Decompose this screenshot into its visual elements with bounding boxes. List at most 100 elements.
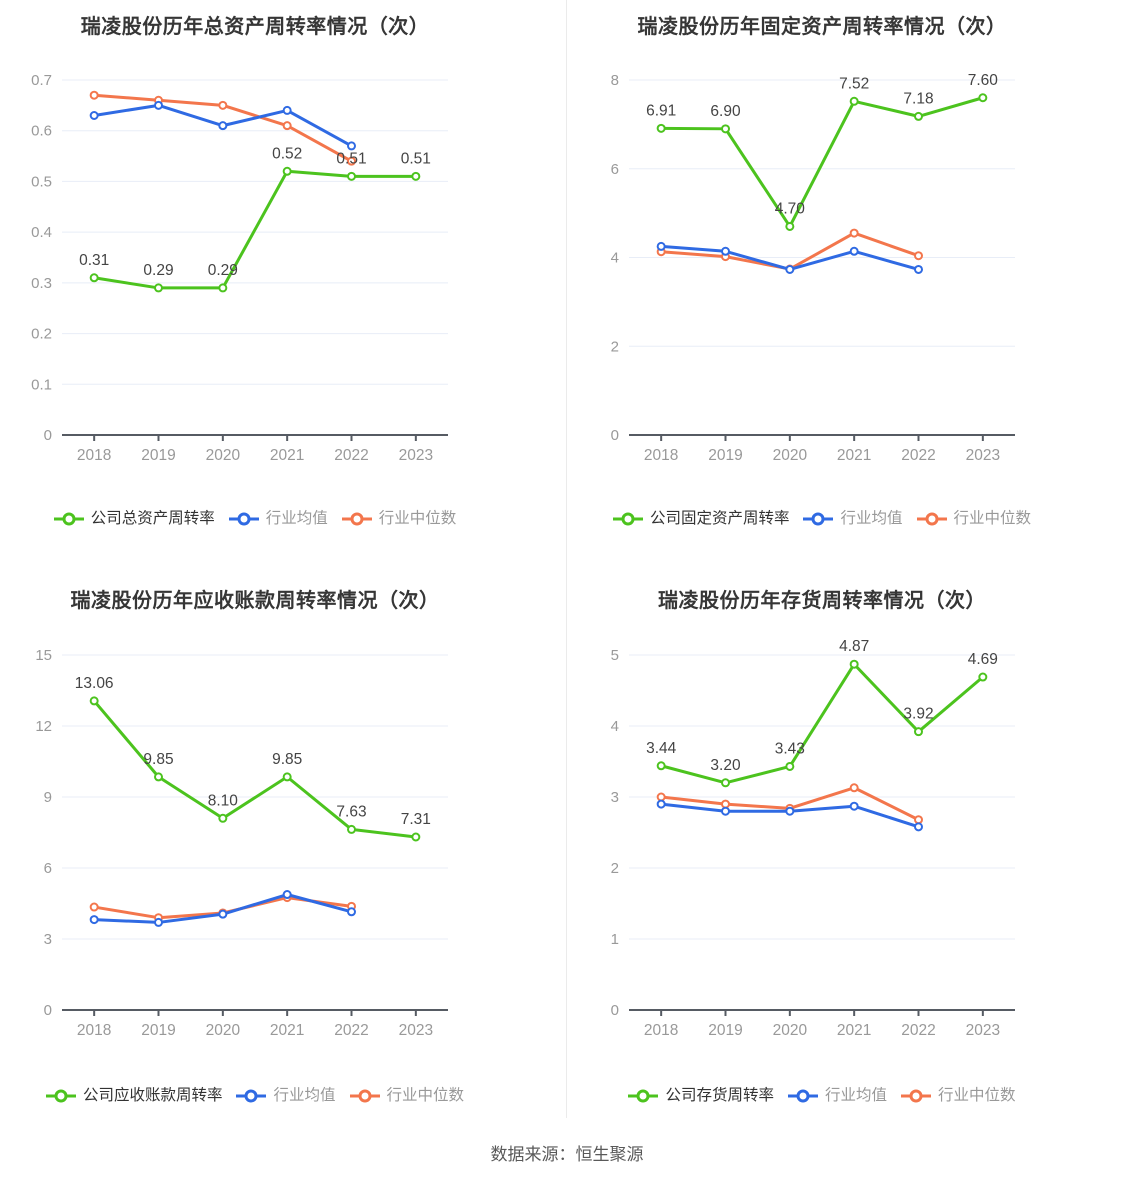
data-point-label: 7.63 (336, 803, 366, 820)
data-point[interactable] (89, 902, 99, 912)
data-point[interactable] (154, 917, 163, 927)
data-point[interactable] (721, 124, 730, 134)
legend-item[interactable]: 行业中位数 (341, 511, 456, 527)
y-axis-label: 4 (611, 718, 619, 735)
data-point[interactable] (849, 96, 859, 106)
data-point[interactable] (656, 241, 666, 251)
data-point[interactable] (282, 890, 292, 900)
chart-legend: 公司总资产周转率 行业均值 行业中位数 (0, 506, 510, 532)
data-point[interactable] (282, 105, 292, 115)
data-point[interactable] (785, 806, 795, 816)
x-axis-label: 2023 (399, 1022, 433, 1039)
data-point[interactable] (849, 246, 859, 256)
legend-item[interactable]: 行业均值 (803, 511, 903, 527)
legend-item[interactable]: 行业中位数 (901, 1088, 1016, 1104)
data-point[interactable] (656, 761, 666, 771)
data-point[interactable] (154, 283, 163, 293)
data-point[interactable] (347, 907, 356, 917)
legend-label: 公司存货周转率 (665, 1087, 774, 1105)
data-point-label: 3.20 (710, 757, 741, 774)
legend-item[interactable]: 公司应收账款周转率 (45, 1088, 222, 1104)
data-point[interactable] (218, 909, 228, 919)
chart-title: 瑞凌股份历年存货周转率情况（次） (658, 590, 986, 612)
legend-item[interactable]: 行业中位数 (349, 1088, 464, 1104)
data-point[interactable] (347, 156, 356, 166)
y-axis-label: 3 (611, 789, 619, 806)
data-point[interactable] (347, 824, 356, 834)
legend-item[interactable]: 公司固定资产周转率 (612, 511, 789, 527)
data-point[interactable] (282, 772, 292, 782)
data-point[interactable] (89, 111, 99, 120)
data-point[interactable] (411, 171, 421, 181)
data-point[interactable] (785, 264, 795, 274)
legend-line-marker-icon (628, 1089, 659, 1103)
data-point[interactable] (656, 799, 666, 809)
data-point-label: 3.44 (646, 740, 677, 757)
data-point[interactable] (89, 915, 99, 925)
data-point[interactable] (89, 273, 99, 283)
data-point-label: 13.06 (75, 675, 114, 692)
data-point[interactable] (914, 251, 923, 261)
y-axis-label: 0.7 (31, 72, 52, 89)
data-point[interactable] (218, 100, 228, 110)
data-point[interactable] (914, 822, 923, 832)
legend-item[interactable]: 公司存货周转率 (628, 1088, 774, 1104)
x-axis-label: 2018 (77, 1022, 111, 1039)
data-point[interactable] (411, 832, 421, 842)
chart-title: 瑞凌股份历年应收账款周转率情况（次） (70, 590, 440, 612)
data-point[interactable] (849, 659, 859, 669)
data-point-label: 3.43 (775, 740, 805, 757)
data-point[interactable] (849, 783, 859, 793)
data-point[interactable] (89, 696, 99, 706)
y-axis-label: 0.1 (31, 376, 52, 393)
data-point-label: 4.87 (839, 638, 869, 655)
data-point[interactable] (914, 815, 923, 825)
y-axis-label: 0.2 (31, 326, 52, 343)
legend-item[interactable]: 公司总资产周转率 (53, 511, 215, 527)
legend-line-marker-icon (916, 512, 947, 526)
legend-item[interactable]: 行业均值 (236, 1088, 336, 1104)
y-axis-label: 3 (44, 931, 52, 948)
data-point[interactable] (218, 813, 228, 823)
data-point[interactable] (849, 801, 859, 811)
legend-label: 行业均值 (265, 510, 328, 528)
data-point[interactable] (656, 792, 666, 802)
data-point[interactable] (785, 221, 795, 231)
data-point[interactable] (282, 166, 292, 176)
x-axis-label: 2018 (77, 447, 111, 464)
data-point[interactable] (218, 121, 228, 131)
data-point[interactable] (282, 121, 292, 131)
data-point[interactable] (914, 111, 923, 121)
data-point[interactable] (347, 141, 356, 151)
x-axis-label: 2020 (773, 447, 808, 464)
data-point[interactable] (721, 246, 730, 256)
data-point[interactable] (347, 171, 356, 181)
data-point[interactable] (218, 283, 228, 293)
legend-line-marker-icon (787, 1089, 818, 1103)
data-point[interactable] (721, 806, 730, 816)
data-point[interactable] (978, 93, 988, 103)
chart-panel-inventory-turnover: 瑞凌股份历年存货周转率情况（次） 2018 2019 2020 2021 2022 202… (567, 560, 1134, 1120)
data-point[interactable] (656, 123, 666, 133)
chart-plot: 2018 2019 2020 2021 2022 2023 0 1 2 3 4 5 3.44 3.20 3.… (611, 638, 1015, 1039)
legend-item[interactable]: 行业均值 (787, 1088, 887, 1104)
data-point[interactable] (721, 778, 730, 788)
x-axis-label: 2021 (837, 447, 871, 464)
legend-item[interactable]: 行业中位数 (916, 511, 1031, 527)
legend-item[interactable]: 行业均值 (228, 510, 328, 528)
chart-plot: 2018 2019 2020 2021 2022 2023 0 2 4 6 8 6.91 6.90 4.7… (611, 72, 1015, 464)
data-point[interactable] (89, 90, 99, 100)
data-point[interactable] (849, 228, 859, 238)
data-point[interactable] (154, 100, 163, 110)
x-axis-label: 2022 (334, 447, 368, 464)
data-point[interactable] (785, 761, 795, 771)
y-axis-label: 5 (611, 647, 619, 664)
data-point[interactable] (154, 772, 163, 782)
data-point[interactable] (914, 264, 923, 274)
data-point[interactable] (721, 799, 730, 809)
data-point[interactable] (978, 672, 988, 682)
legend-line-marker-icon (349, 1089, 380, 1103)
x-axis-label: 2019 (708, 1022, 742, 1039)
data-point[interactable] (914, 727, 923, 737)
series-line (92, 699, 418, 839)
